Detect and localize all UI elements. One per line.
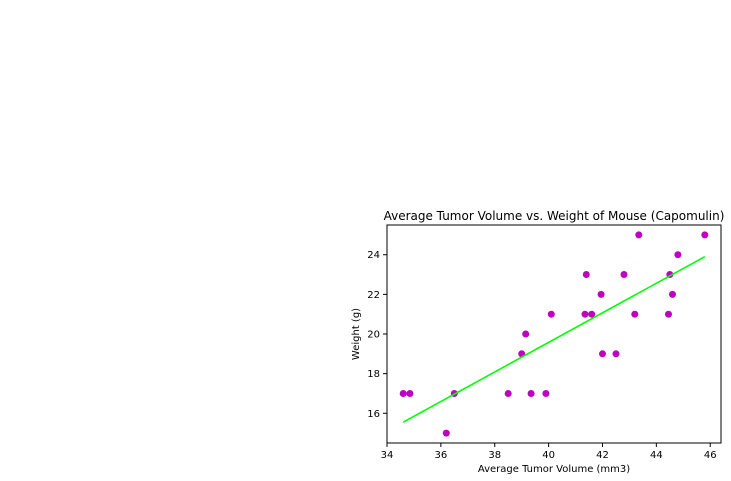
- x-axis-label: Average Tumor Volume (mm3): [478, 464, 630, 475]
- scatter-point-22: [669, 290, 676, 298]
- x-tick-label-44: 44: [650, 450, 663, 461]
- x-axis: 34 36 38 40 42 44 46: [381, 443, 717, 461]
- y-tick-label-24: 24: [367, 250, 380, 261]
- scatter-point-7: [522, 330, 530, 338]
- scatter-point-18: [631, 310, 639, 318]
- scatter-point-10: [547, 310, 555, 318]
- y-axis: 16 18 20 22 24: [367, 250, 387, 420]
- scatter-point-15: [599, 350, 606, 358]
- scatter-point-3: [442, 429, 450, 437]
- scatter-point-1: [399, 390, 407, 397]
- regression-line: [402, 255, 706, 423]
- y-tick-label-16: 16: [367, 409, 380, 420]
- scatter-point-13: [588, 310, 596, 318]
- scatter-point-14: [597, 290, 605, 298]
- scatter-point-9: [542, 390, 550, 397]
- scatter-point-8: [527, 390, 535, 397]
- plot-area: [387, 225, 721, 443]
- y-axis-label: Weight (g): [351, 308, 362, 360]
- scatter-point-5: [504, 390, 512, 397]
- x-tick-label-46: 46: [704, 450, 717, 461]
- scatter-point-24: [701, 231, 709, 239]
- x-tick-label-34: 34: [381, 450, 394, 461]
- scatter-point-16: [612, 350, 620, 358]
- scatter-point-19: [635, 231, 643, 239]
- scatter-point-11: [581, 310, 589, 318]
- y-tick-label-22: 22: [367, 290, 380, 301]
- x-tick-label-38: 38: [488, 450, 501, 461]
- scatter-point-23: [674, 251, 682, 259]
- x-tick-label-42: 42: [596, 450, 609, 461]
- x-tick-label-36: 36: [435, 450, 448, 461]
- chart-title: Average Tumor Volume vs. Weight of Mouse…: [384, 209, 725, 223]
- data-layer: [399, 231, 709, 437]
- scatter-point-2: [406, 390, 414, 397]
- scatter-point-12: [582, 271, 590, 278]
- x-tick-label-40: 40: [542, 450, 555, 461]
- y-tick-label-18: 18: [367, 369, 380, 380]
- scatter-point-20: [665, 310, 672, 318]
- y-tick-label-20: 20: [367, 330, 380, 341]
- scatter-point-17: [620, 271, 628, 278]
